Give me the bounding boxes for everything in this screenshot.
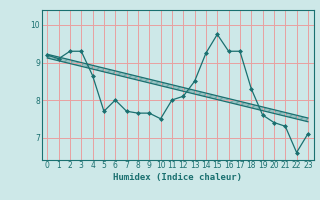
X-axis label: Humidex (Indice chaleur): Humidex (Indice chaleur) [113,173,242,182]
